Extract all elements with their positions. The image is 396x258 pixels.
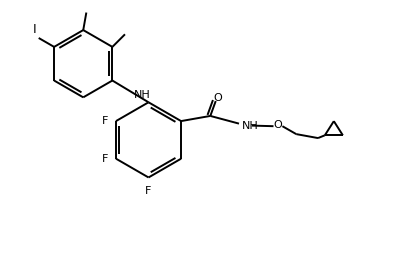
- Text: F: F: [102, 154, 108, 164]
- Text: NH: NH: [133, 90, 150, 100]
- Text: F: F: [102, 116, 108, 126]
- Text: F: F: [145, 186, 152, 196]
- Text: NH: NH: [242, 120, 259, 131]
- Text: O: O: [213, 93, 222, 103]
- Text: I: I: [33, 23, 37, 36]
- Text: O: O: [273, 120, 282, 130]
